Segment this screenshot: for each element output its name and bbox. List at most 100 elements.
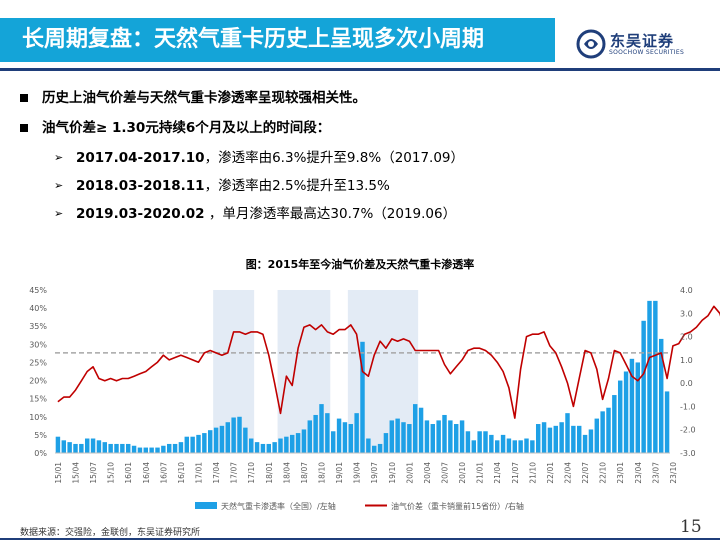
x-axis-tick-label: 19/07: [370, 462, 379, 484]
bar-penetration: [553, 425, 559, 453]
period-range: 2019.03-2020.02: [76, 206, 205, 222]
bar-penetration: [477, 431, 482, 453]
bar-penetration: [178, 442, 184, 453]
arrow-bullet-icon: ➢: [54, 151, 64, 164]
bar-penetration: [143, 447, 149, 453]
bar-penetration: [313, 414, 318, 453]
left-axis-tick-label: 20%: [29, 377, 47, 386]
period-item: ➢ 2019.03-2020.02 ，单月渗透率最高达30.7%（2019.06…: [20, 204, 710, 232]
bar-penetration: [161, 445, 166, 453]
bar-penetration: [102, 442, 108, 453]
bar-penetration: [207, 430, 213, 453]
x-axis-tick-label: 20/10: [458, 462, 467, 484]
x-axis-tick-label: 21/04: [493, 462, 502, 484]
bar-penetration: [149, 447, 154, 453]
bar-penetration: [73, 443, 78, 453]
bar-penetration: [172, 443, 178, 453]
x-axis-tick-label: 19/04: [353, 462, 362, 484]
bar-penetration: [641, 320, 646, 453]
penetration-spread-chart: 0% 5% 10% 15% 20% 25% 30% 35% 40% 45% -3.0 -2.0 -1.0…: [29, 286, 720, 511]
logo-text-en: SOOCHOW SECURITIES: [609, 49, 685, 56]
bar-penetration: [348, 424, 354, 453]
square-bullet-icon: [20, 94, 28, 102]
x-axis-tick-label: 18/10: [318, 462, 327, 484]
data-source: 数据来源：交强险，金联创，东吴证券研究所: [20, 528, 201, 538]
bar-penetration: [67, 442, 72, 453]
x-axis-tick-label: 17/01: [195, 462, 204, 484]
bar-penetration: [114, 443, 119, 453]
bar-penetration: [360, 341, 365, 453]
bar-penetration: [55, 436, 61, 453]
arrow-bullet-icon: ➢: [54, 207, 64, 220]
bar-penetration: [243, 427, 248, 453]
x-axis-tick-label: 16/10: [177, 462, 186, 484]
bar-penetration: [500, 434, 506, 453]
shaded-period-band: [347, 290, 419, 453]
bar-penetration: [120, 443, 125, 453]
x-axis-tick-label: 19/01: [335, 462, 344, 484]
bullet-text: 油气价差≥ 1.30元持续6个月及以上的时间段：: [42, 120, 331, 136]
bar-penetration: [582, 434, 588, 453]
legend-label-spread: 油气价差（重卡销量前15省份）/右轴: [391, 501, 524, 511]
header-divider: [0, 68, 720, 71]
bar-penetration: [658, 338, 664, 453]
x-axis-tick-label: 21/07: [511, 462, 520, 484]
bar-penetration: [342, 422, 348, 453]
bar-penetration: [594, 418, 600, 453]
bar-penetration: [319, 404, 324, 453]
bar-penetration: [635, 362, 641, 453]
bar-penetration: [260, 443, 266, 453]
bar-penetration: [289, 434, 295, 453]
left-axis-tick-label: 10%: [29, 413, 47, 422]
bar-penetration: [190, 436, 195, 453]
bar-penetration: [266, 443, 272, 453]
bar-penetration: [442, 414, 447, 453]
bar-penetration: [79, 443, 84, 453]
x-axis-tick-label: 20/07: [441, 462, 450, 484]
bar-penetration: [155, 447, 160, 453]
bar-penetration: [530, 440, 535, 453]
x-axis-tick-label: 19/10: [388, 462, 397, 484]
bar-penetration: [471, 440, 477, 453]
bar-penetration: [395, 418, 400, 453]
bar-penetration: [225, 422, 231, 453]
right-axis-tick-label: -1.0: [680, 402, 696, 411]
x-axis-tick-label: 18/07: [300, 462, 309, 484]
x-axis-tick-label: 18/01: [265, 462, 274, 484]
bar-penetration: [184, 436, 190, 453]
bar-penetration: [664, 391, 670, 453]
bar-penetration: [61, 440, 67, 453]
x-axis-tick-label: 22/07: [581, 462, 590, 484]
bar-penetration: [506, 438, 512, 453]
x-axis-tick-label: 15/07: [89, 462, 98, 484]
footer-divider: [0, 538, 720, 540]
bar-penetration: [325, 413, 330, 453]
bar-penetration: [272, 442, 277, 453]
line-oil-gas-spread: [57, 305, 720, 419]
period-detail: ，渗透率由6.3%提升至9.8%（2017.09）: [204, 150, 465, 166]
bar-penetration: [301, 429, 307, 453]
bar-penetration: [524, 438, 529, 453]
bar-penetration: [131, 445, 137, 453]
x-axis-tick-label: 21/10: [528, 462, 537, 484]
right-axis-tick-label: -2.0: [680, 426, 696, 435]
x-axis-tick-label: 22/01: [546, 462, 555, 484]
x-axis-tick-label: 22/10: [599, 462, 608, 484]
x-axis-tick-label: 17/10: [247, 462, 256, 484]
x-axis-tick-label: 15/04: [72, 462, 81, 484]
bar-penetration: [576, 425, 582, 453]
x-axis-tick-label: 22/04: [564, 462, 573, 484]
left-axis-tick-label: 0%: [34, 449, 47, 458]
period-item: ➢ 2017.04-2017.10，渗透率由6.3%提升至9.8%（2017.0…: [20, 148, 710, 176]
bar-penetration: [489, 434, 494, 453]
bullet-item: 油气价差≥ 1.30元持续6个月及以上的时间段：: [20, 118, 710, 148]
bar-penetration: [237, 416, 242, 453]
x-axis-tick-label: 20/04: [423, 462, 432, 484]
square-bullet-icon: [20, 124, 28, 132]
soochow-logo-icon: [576, 29, 606, 59]
right-axis-tick-label: 4.0: [680, 286, 693, 295]
bar-penetration: [166, 443, 172, 453]
period-item: ➢ 2018.03-2018.11，渗透率由2.5%提升至13.5%: [20, 176, 710, 204]
period-detail: ，单月渗透率最高达30.7%（2019.06）: [204, 206, 457, 222]
bar-penetration: [231, 417, 236, 453]
